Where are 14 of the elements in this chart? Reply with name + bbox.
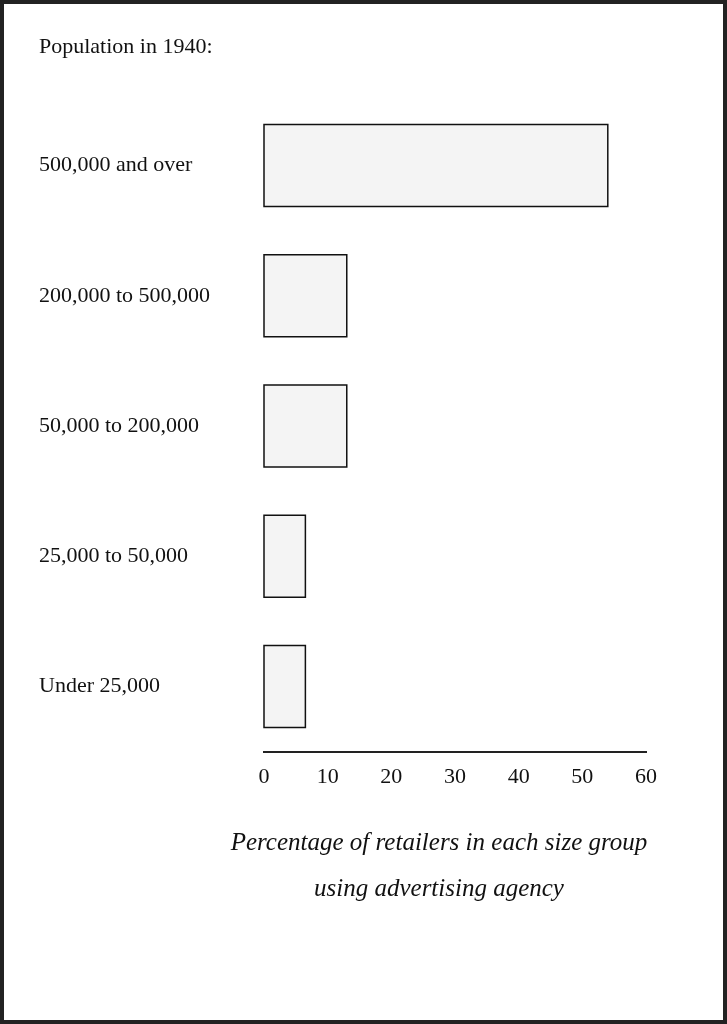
x-tick-label: 50 [571, 762, 594, 788]
x-tick-label: 0 [258, 762, 270, 788]
x-tick-label: 20 [380, 762, 403, 788]
x-tick-label: 30 [444, 762, 466, 788]
x-tick-label: 60 [635, 762, 657, 788]
y-tick-label: 500,000 and over [39, 151, 194, 177]
x-axis-title: Percentage of retailers in each size group using advertising agency [229, 827, 649, 903]
x-tick-label: 40 [507, 762, 530, 788]
x-tick-label: 10 [316, 762, 339, 788]
chart-title: Population in 1940: [39, 32, 213, 58]
y-tick-label: 25,000 to 50,000 [39, 542, 189, 568]
y-tick-label: Under 25,000 [39, 672, 160, 698]
y-tick-label: 50,000 to 200,000 [39, 411, 200, 437]
y-tick-label: 200,000 to 500,000 [39, 281, 211, 307]
